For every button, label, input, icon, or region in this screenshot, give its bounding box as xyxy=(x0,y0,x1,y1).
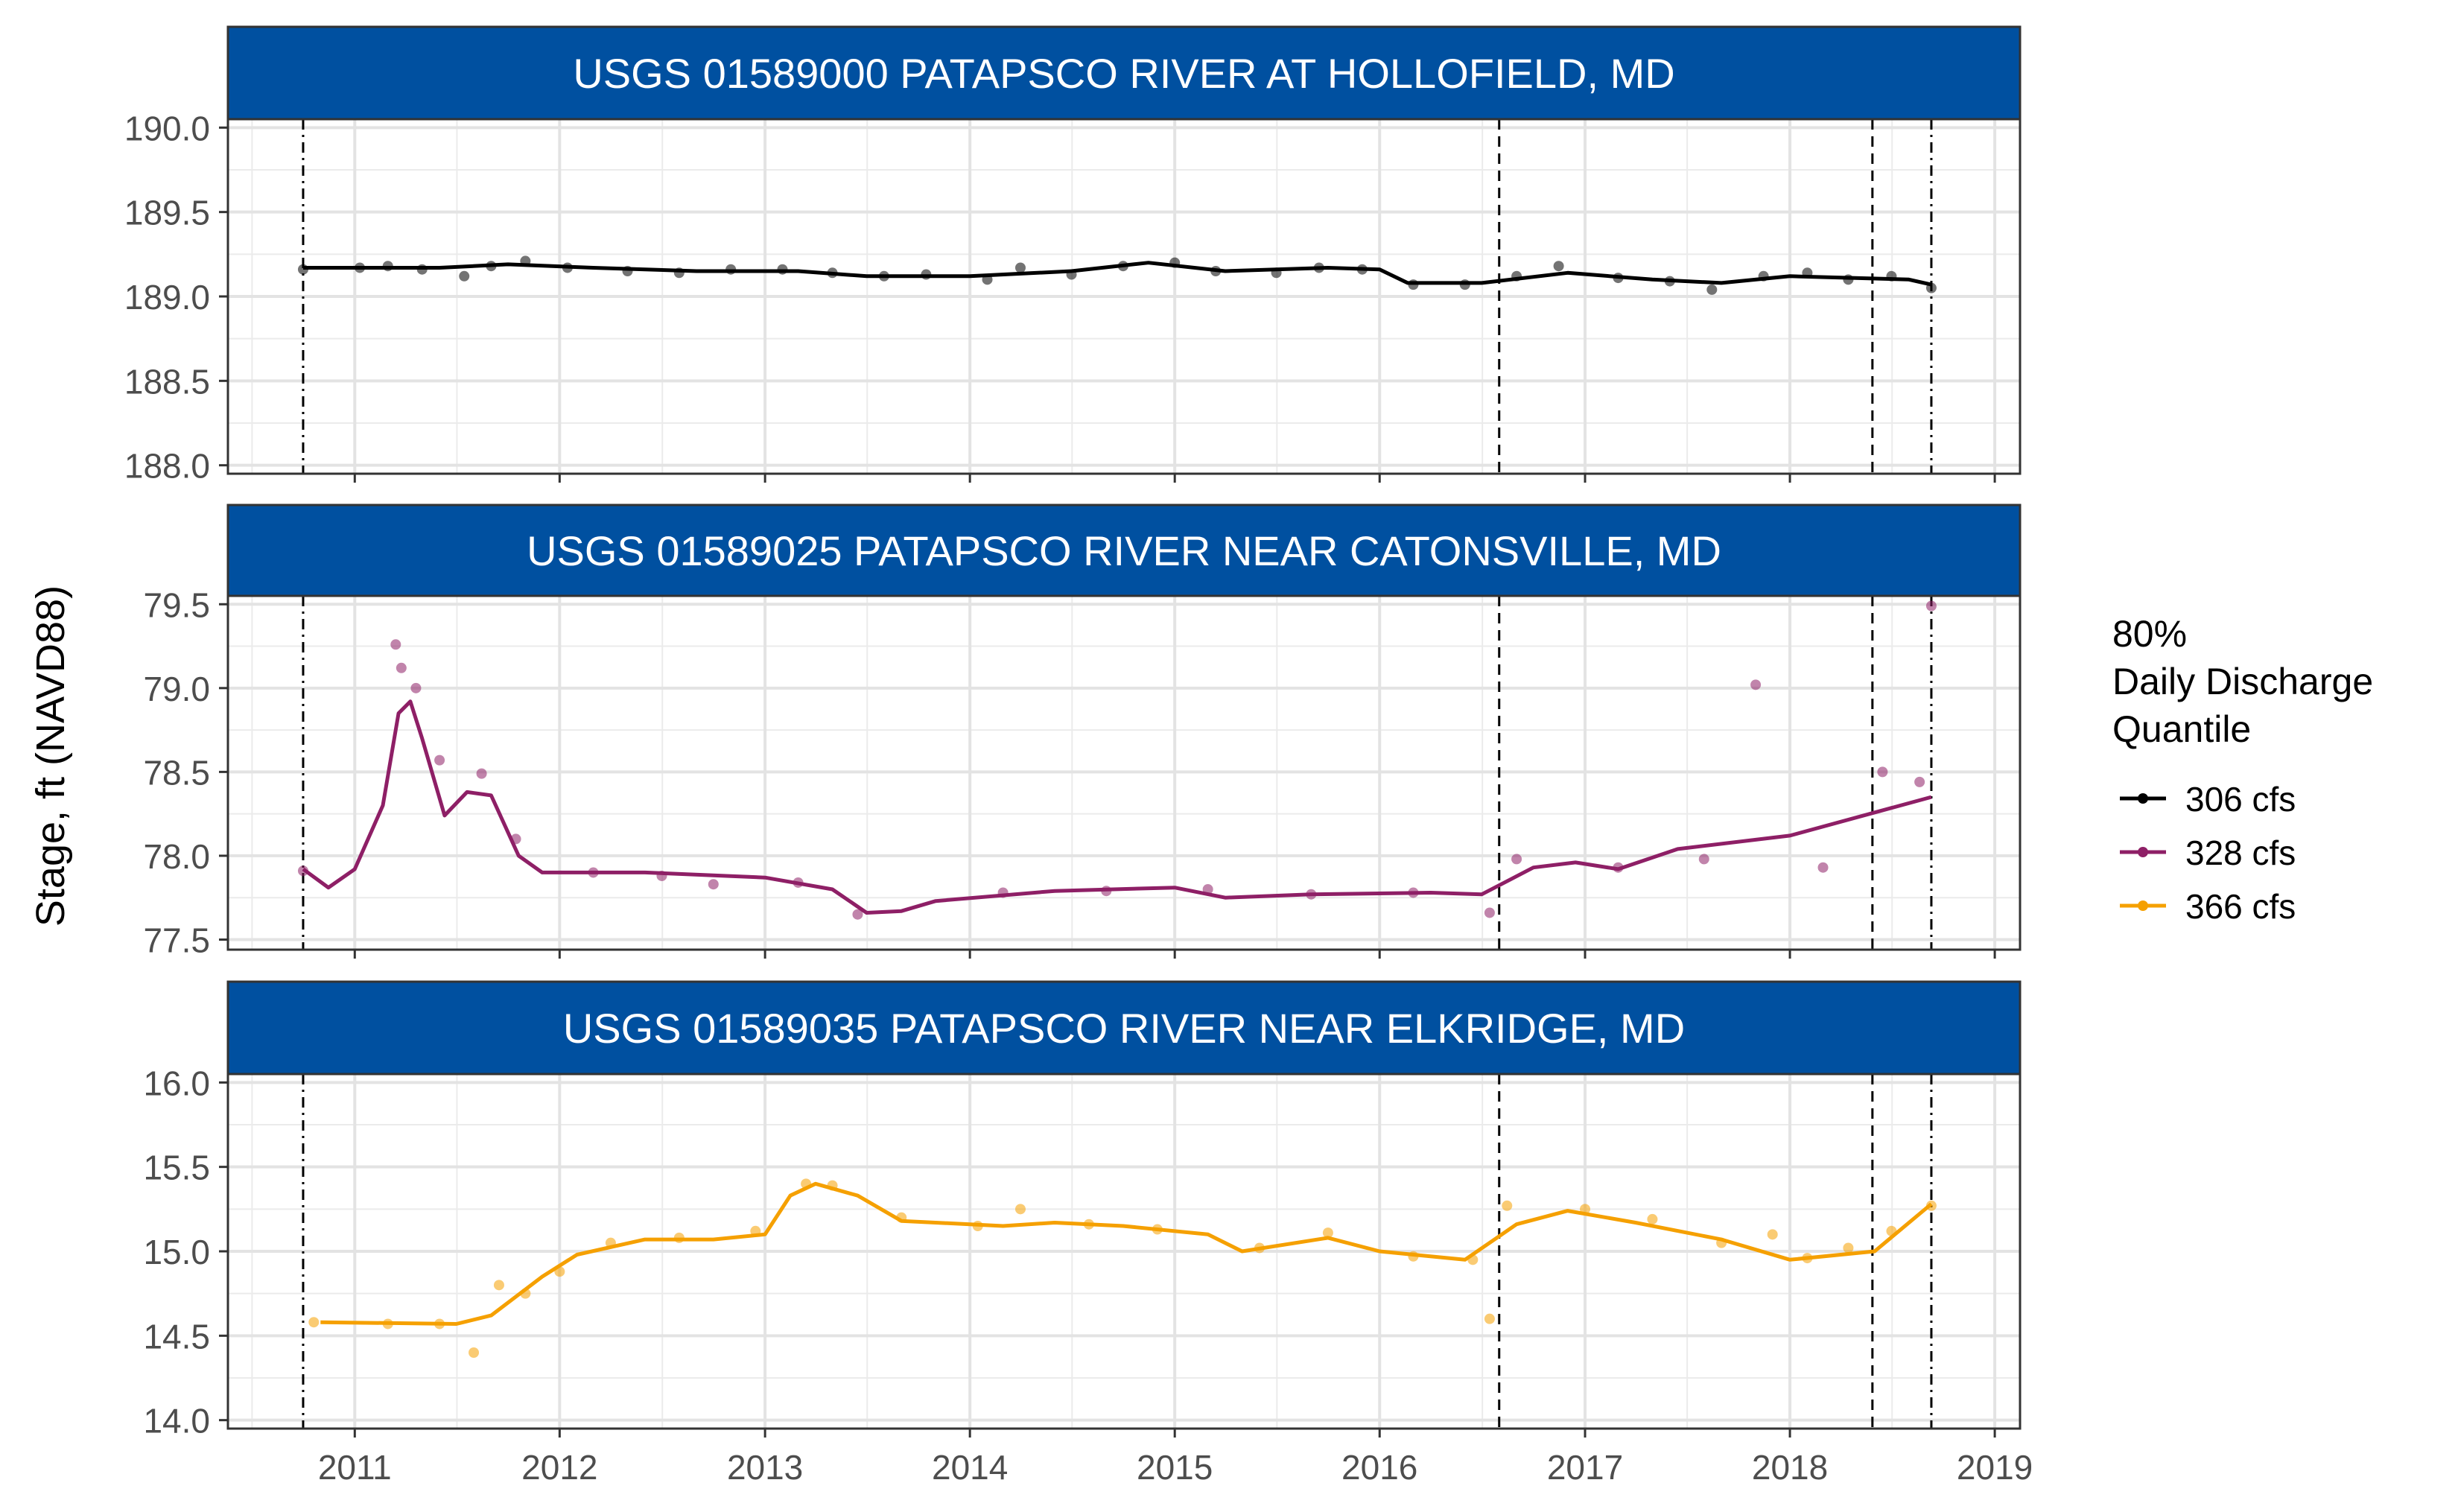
data-point xyxy=(1698,854,1709,865)
y-tick-label: 78.0 xyxy=(143,837,210,876)
strip-background xyxy=(226,504,2022,597)
legend-key-point xyxy=(2138,900,2148,911)
strip-background xyxy=(226,25,2022,121)
y-tick-label: 14.0 xyxy=(143,1402,210,1440)
data-point xyxy=(1817,862,1829,873)
panel-2: USGS 01589025 PATAPSCO RIVER NEAR CATONS… xyxy=(143,504,2022,959)
y-axis-label: Stage, ft (NAVD88) xyxy=(28,585,73,927)
data-point xyxy=(493,1280,504,1291)
panels: USGS 01589000 PATAPSCO RIVER AT HOLLOFIE… xyxy=(124,25,2033,1487)
legend-entry: 306 cfs xyxy=(2120,780,2296,819)
y-tick-label: 189.0 xyxy=(124,278,210,317)
data-point xyxy=(1014,262,1026,273)
panel-1: USGS 01589000 PATAPSCO RIVER AT HOLLOFIE… xyxy=(124,25,2022,486)
data-point xyxy=(1553,261,1564,272)
data-point xyxy=(469,1347,480,1358)
legend-key-point xyxy=(2138,847,2148,857)
smoothed-line xyxy=(320,1181,1933,1326)
y-tick-label: 16.0 xyxy=(143,1064,210,1102)
data-point xyxy=(308,1317,320,1328)
x-tick-label: 2014 xyxy=(932,1448,1008,1487)
x-tick-label: 2018 xyxy=(1752,1448,1828,1487)
strip-background xyxy=(226,980,2022,1076)
data-point xyxy=(708,879,719,890)
data-point xyxy=(1322,1227,1333,1239)
data-point xyxy=(1925,600,1937,612)
data-point xyxy=(1877,766,1888,778)
legend-label: 366 cfs xyxy=(2185,887,2296,926)
data-point xyxy=(1502,1200,1513,1211)
data-point xyxy=(1484,907,1495,918)
data-point xyxy=(410,682,422,693)
data-point xyxy=(1014,1204,1026,1215)
legend-key-point xyxy=(2138,793,2148,804)
data-point xyxy=(1511,854,1522,865)
x-tick-label: 2011 xyxy=(318,1448,392,1487)
data-point xyxy=(1706,284,1718,295)
data-point xyxy=(1750,679,1762,690)
data-point xyxy=(396,662,407,673)
x-tick-label: 2015 xyxy=(1137,1448,1213,1487)
legend-entry: 328 cfs xyxy=(2120,833,2296,872)
x-tick-label: 2017 xyxy=(1547,1448,1623,1487)
data-point xyxy=(459,270,470,282)
legend-label: 306 cfs xyxy=(2185,780,2296,819)
legend-title: 80% xyxy=(2112,613,2187,655)
x-tick-label: 2016 xyxy=(1341,1448,1417,1487)
data-point xyxy=(1914,776,1925,787)
panel-3: USGS 01589035 PATAPSCO RIVER NEAR ELKRID… xyxy=(143,980,2033,1487)
data-point xyxy=(390,639,401,650)
y-tick-label: 190.0 xyxy=(124,109,210,147)
y-tick-label: 15.0 xyxy=(143,1233,210,1271)
y-tick-label: 79.5 xyxy=(143,585,210,624)
smoothed-line xyxy=(303,261,1932,287)
x-tick-label: 2019 xyxy=(1957,1448,2033,1487)
legend-title: Quantile xyxy=(2112,708,2251,750)
legend-title: Daily Discharge xyxy=(2112,661,2373,702)
y-tick-label: 79.0 xyxy=(143,670,210,708)
smoothed-line xyxy=(302,699,1932,915)
data-point xyxy=(476,768,487,779)
data-point xyxy=(1484,1313,1495,1324)
y-tick-label: 15.5 xyxy=(143,1149,210,1187)
strip-title: USGS 01589035 PATAPSCO RIVER NEAR ELKRID… xyxy=(563,1005,1685,1052)
y-tick-label: 188.0 xyxy=(124,447,210,486)
data-point xyxy=(1647,1213,1658,1224)
strip-title: USGS 01589000 PATAPSCO RIVER AT HOLLOFIE… xyxy=(573,50,1674,97)
data-point xyxy=(1843,1242,1854,1254)
y-tick-label: 77.5 xyxy=(143,921,210,959)
x-tick-label: 2012 xyxy=(521,1448,597,1487)
legend-entry: 366 cfs xyxy=(2120,887,2296,926)
legend: 80% Daily Discharge Quantile 306 cfs 328 cfs… xyxy=(2112,613,2373,926)
y-tick-label: 188.5 xyxy=(124,362,210,401)
data-point xyxy=(434,755,445,766)
data-point xyxy=(852,909,863,920)
x-tick-label: 2013 xyxy=(727,1448,803,1487)
strip-title: USGS 01589025 PATAPSCO RIVER NEAR CATONS… xyxy=(527,527,1721,574)
y-tick-label: 14.5 xyxy=(143,1317,210,1356)
y-tick-label: 189.5 xyxy=(124,194,210,232)
data-point xyxy=(1767,1229,1778,1240)
legend-label: 328 cfs xyxy=(2185,833,2296,872)
y-tick-label: 78.5 xyxy=(143,753,210,792)
